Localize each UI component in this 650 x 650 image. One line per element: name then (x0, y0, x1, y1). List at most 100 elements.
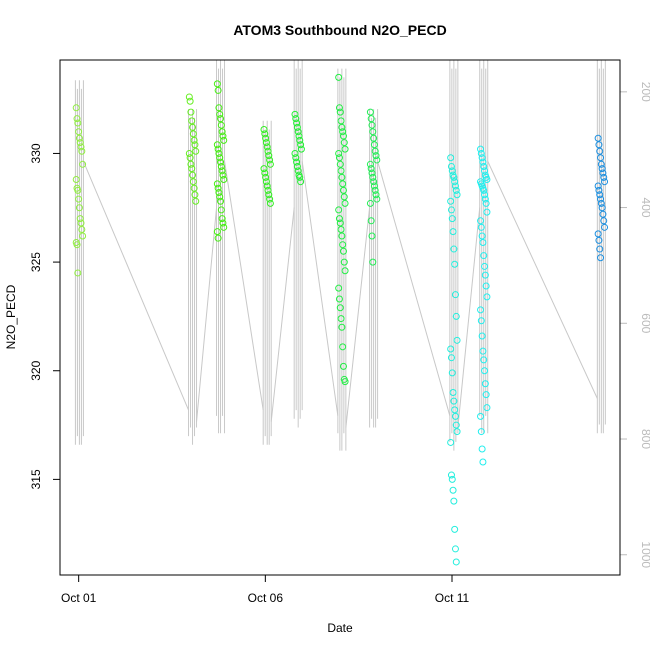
data-point (453, 428, 461, 436)
data-point (477, 145, 485, 153)
data-point (601, 178, 609, 186)
data-point (370, 134, 378, 142)
data-point (292, 154, 300, 162)
data-point (79, 232, 87, 240)
right-tick-label: 200 (639, 82, 650, 102)
data-point (263, 143, 271, 151)
data-point (448, 369, 456, 377)
data-point (338, 173, 346, 181)
data-point (481, 380, 489, 388)
data-point (339, 128, 347, 136)
data-point (373, 195, 381, 203)
data-point (185, 93, 193, 101)
data-point (338, 323, 346, 331)
data-point (187, 160, 195, 168)
data-point (483, 176, 491, 184)
data-point (219, 171, 227, 179)
data-point (451, 525, 459, 533)
data-point (265, 152, 273, 160)
data-point (294, 128, 302, 136)
data-point (187, 108, 195, 116)
data-point (260, 165, 268, 173)
data-point (370, 178, 378, 186)
data-point (76, 139, 84, 147)
data-point (449, 486, 457, 494)
data-point (480, 162, 488, 170)
data-point (595, 141, 603, 149)
data-point (75, 134, 83, 142)
data-point (372, 191, 380, 199)
transit-line (345, 207, 371, 428)
data-point (341, 199, 349, 207)
data-point (213, 141, 221, 149)
data-point (482, 199, 490, 207)
data-point (189, 178, 197, 186)
data-point (73, 241, 81, 249)
data-point (448, 215, 456, 223)
data-point (594, 134, 602, 142)
data-point (216, 110, 224, 118)
data-point (368, 121, 376, 129)
data-point (451, 412, 459, 420)
data-point (448, 475, 456, 483)
data-point (478, 332, 486, 340)
data-point (339, 132, 347, 140)
data-point (597, 254, 605, 262)
transit-line (377, 161, 451, 417)
data-point (214, 184, 222, 192)
data-point (447, 438, 455, 446)
data-point (219, 132, 227, 140)
data-point (340, 139, 348, 147)
data-point (451, 545, 459, 553)
data-point (188, 117, 196, 125)
right-tick-label: 400 (639, 198, 650, 218)
data-point (477, 306, 485, 314)
x-tick-label: Oct 01 (61, 591, 97, 605)
data-point (217, 158, 225, 166)
transit-line (301, 161, 339, 416)
chart-title: ATOM3 Southbound N2O_PECD (233, 22, 446, 38)
transit-line (457, 207, 481, 428)
data-point (336, 160, 344, 168)
data-point (266, 199, 274, 207)
data-point (481, 271, 489, 279)
data-point (220, 176, 228, 184)
data-point (336, 304, 344, 312)
data-point (477, 317, 485, 325)
data-point (479, 458, 487, 466)
transit-line (82, 161, 189, 411)
data-point (449, 228, 457, 236)
data-point (447, 471, 455, 479)
data-point (336, 219, 344, 227)
data-point (481, 195, 489, 203)
x-axis-label: Date (327, 621, 353, 635)
data-point (263, 182, 271, 190)
data-point (477, 223, 485, 231)
data-point (186, 154, 194, 162)
data-point (477, 428, 485, 436)
data-point (338, 123, 346, 131)
data-point (217, 197, 225, 205)
data-point (262, 178, 270, 186)
data-point (77, 219, 85, 227)
data-point (72, 176, 80, 184)
data-point (453, 191, 461, 199)
data-point (72, 104, 80, 112)
y-tick-label: 320 (29, 360, 43, 380)
data-point (79, 160, 87, 168)
data-point (73, 115, 81, 123)
data-point (595, 186, 603, 194)
data-point (190, 136, 198, 144)
data-point (371, 186, 379, 194)
data-point (265, 191, 273, 199)
data-point (447, 162, 455, 170)
data-point (292, 115, 300, 123)
right-tick-label: 800 (639, 429, 650, 449)
data-point (452, 558, 460, 566)
data-point (598, 204, 606, 212)
data-point (297, 145, 305, 153)
data-point (215, 104, 223, 112)
data-point (599, 169, 607, 177)
data-point (482, 282, 490, 290)
data-point (266, 160, 274, 168)
